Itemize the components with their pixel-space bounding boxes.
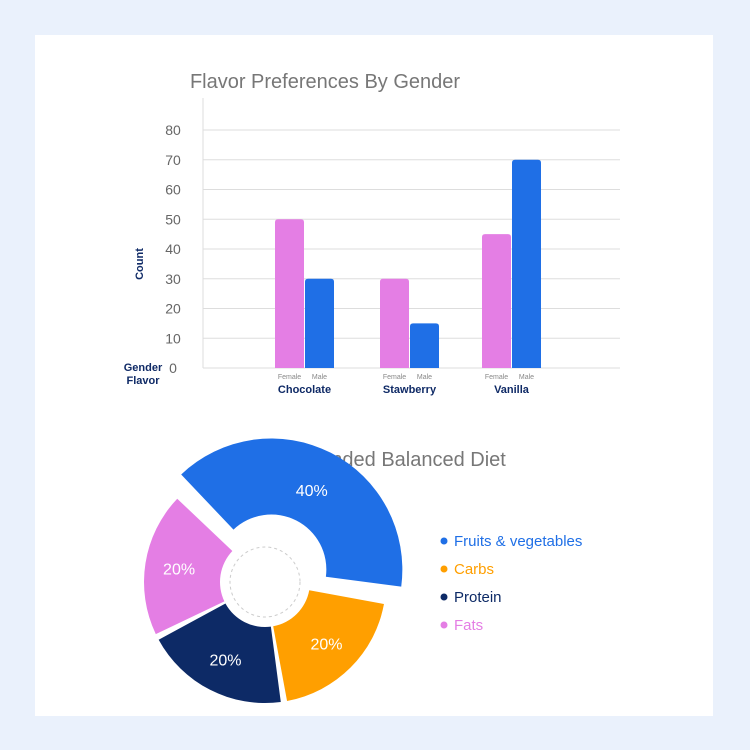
bar-x-labels: Female Male Chocolate Female Male Stawberry Fe… xyxy=(278,374,534,396)
pie-legend: Fruits & vegetables Carbs Protein Fats xyxy=(440,533,582,634)
x-subcategory-label: Male xyxy=(312,374,327,381)
pie-slice-fruits-vegetables xyxy=(181,438,403,587)
bar-stawberry-female xyxy=(380,278,409,368)
x-subcategory-label: Male xyxy=(417,374,432,381)
legend-label: Fruits & vegetables xyxy=(454,533,582,550)
pie-slice-protein xyxy=(158,603,281,703)
chart-card: Flavor Preferences By Gender 0 10 20 30 40 50… xyxy=(35,35,713,716)
pie-slice-label: 40% xyxy=(296,483,328,500)
x-subcategory-label: Male xyxy=(519,374,534,381)
y-tick-label: 40 xyxy=(165,241,181,257)
y-tick-label: 0 xyxy=(169,360,177,376)
y-tick-label: 20 xyxy=(165,301,181,317)
pie-slice-carbs xyxy=(273,590,384,701)
x-category-label: Chocolate xyxy=(278,384,331,396)
y-tick-label: 70 xyxy=(165,152,181,168)
y-tick-label: 80 xyxy=(165,122,181,138)
bar-stawberry-male xyxy=(410,323,439,368)
y-tick-label: 30 xyxy=(165,271,181,287)
x-subcategory-label: Female xyxy=(383,374,406,381)
bar-y-ticks: 0 10 20 30 40 50 60 70 80 xyxy=(165,122,181,376)
x-subcategory-label: Female xyxy=(278,374,301,381)
chart-canvas: Flavor Preferences By Gender 0 10 20 30 40 50… xyxy=(124,71,620,703)
y-axis-label: Count xyxy=(134,248,146,280)
legend-label: Fats xyxy=(454,617,483,634)
x-category-label: Stawberry xyxy=(383,384,437,396)
bar-chocolate-male xyxy=(305,278,334,368)
pie-center-ring xyxy=(229,546,301,618)
pie-group: 40% 20% 20% 20% xyxy=(143,438,403,703)
y-tick-label: 50 xyxy=(165,211,181,227)
pie-slice-label: 20% xyxy=(163,561,195,578)
legend-label: Carbs xyxy=(454,561,494,578)
legend-marker xyxy=(440,621,448,629)
pie-slice-label: 20% xyxy=(311,637,343,654)
legend-label: Protein xyxy=(454,589,502,606)
bar-chocolate-female xyxy=(275,219,304,368)
bar-vanilla-male xyxy=(512,159,541,368)
y-tick-label: 10 xyxy=(165,330,181,346)
legend-marker xyxy=(440,593,448,601)
x-category-label: Vanilla xyxy=(494,384,530,396)
bar-vanilla-female xyxy=(482,234,511,368)
row-label-flavor: Flavor xyxy=(126,375,160,387)
pie-slice-fats xyxy=(143,498,233,635)
bar-grid xyxy=(202,98,620,369)
legend-marker xyxy=(440,537,448,545)
bar-chart-title: Flavor Preferences By Gender xyxy=(190,71,460,93)
pie-slice-label: 20% xyxy=(209,653,241,670)
legend-marker xyxy=(440,565,448,573)
x-subcategory-label: Female xyxy=(485,374,508,381)
y-tick-label: 60 xyxy=(165,182,181,198)
bars-group xyxy=(275,159,541,368)
row-label-gender: Gender xyxy=(124,362,163,374)
